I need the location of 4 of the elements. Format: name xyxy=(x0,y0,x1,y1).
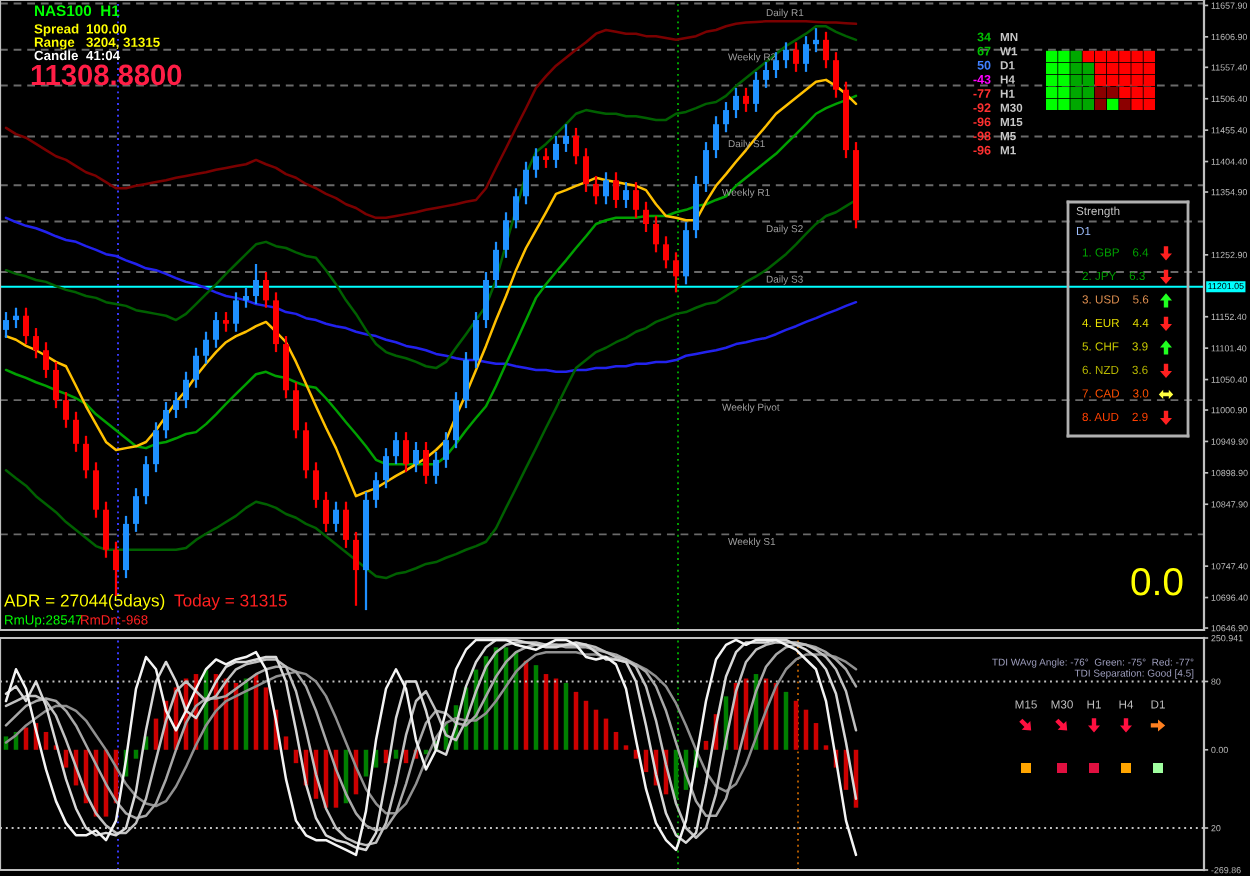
annotation: Today = 31315 xyxy=(174,593,287,611)
annotation: 11308.8800 xyxy=(31,64,182,86)
text: 0.0 xyxy=(1131,567,1183,596)
annotation: ADR = 27044(5days) xyxy=(4,593,165,611)
